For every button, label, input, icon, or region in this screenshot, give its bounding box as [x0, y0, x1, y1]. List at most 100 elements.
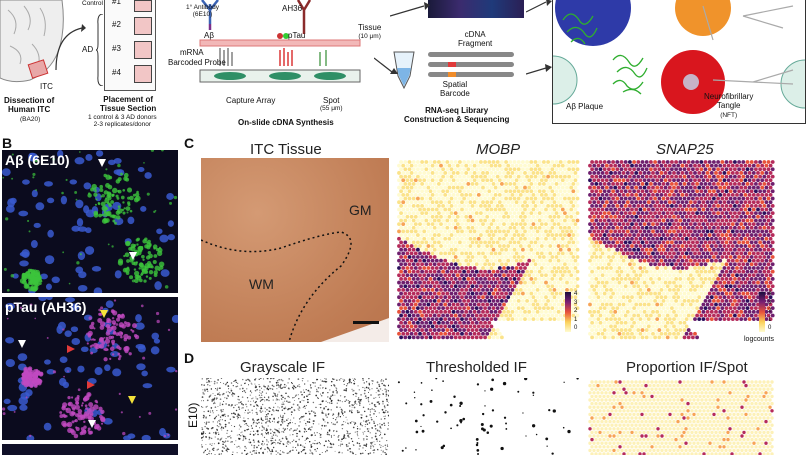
spot [611, 160, 615, 164]
spot [760, 178, 765, 183]
spot [762, 269, 767, 274]
spot [418, 222, 422, 227]
spot [636, 182, 641, 186]
spot [428, 167, 433, 172]
spot [523, 192, 527, 197]
if-pixel [364, 431, 366, 433]
spot [489, 178, 494, 183]
spot [649, 313, 653, 318]
spot [739, 222, 744, 227]
spot [413, 214, 418, 219]
spot [424, 291, 429, 296]
spot [613, 309, 618, 314]
spot [655, 273, 660, 278]
spot [712, 225, 716, 230]
plaque-signal [116, 215, 121, 220]
spot [533, 291, 538, 296]
nucleus [59, 356, 68, 363]
spot [604, 280, 609, 285]
spot [546, 247, 550, 252]
spot [735, 273, 739, 278]
signal-speck [63, 375, 65, 378]
spot [416, 211, 420, 216]
spot [560, 214, 565, 219]
spot [670, 335, 674, 340]
spot [510, 192, 515, 197]
spot [676, 229, 681, 234]
spot [409, 258, 414, 263]
spot [735, 244, 739, 248]
spot [544, 266, 548, 270]
spot [680, 192, 685, 197]
spot [762, 255, 767, 259]
spot [672, 251, 676, 256]
spot [409, 229, 414, 234]
spot [749, 291, 754, 296]
spot [770, 313, 775, 318]
spot [510, 200, 515, 205]
spot [688, 266, 693, 270]
spot [730, 309, 735, 314]
spot [418, 251, 422, 256]
spot [709, 244, 714, 248]
spot [554, 233, 559, 237]
spot [712, 291, 716, 296]
spot [607, 189, 611, 194]
spot [619, 160, 624, 164]
spot [649, 328, 653, 332]
plaque-signal [89, 324, 95, 330]
spot [428, 211, 433, 216]
spot [439, 185, 443, 190]
spot [397, 280, 401, 285]
spot [455, 251, 460, 256]
spot [479, 203, 483, 208]
spot [728, 255, 733, 259]
spot [544, 236, 548, 241]
spot [437, 335, 441, 340]
spot [451, 236, 456, 241]
spot [413, 295, 418, 300]
spot [476, 222, 481, 227]
spot [411, 328, 416, 332]
spot [430, 251, 435, 256]
spot [441, 196, 445, 201]
spot [548, 244, 553, 248]
spot [413, 317, 418, 322]
plaque-signal [96, 426, 102, 431]
spot [632, 269, 636, 274]
spot [409, 214, 414, 219]
spot [401, 331, 406, 336]
spot [571, 306, 576, 311]
spot [485, 214, 490, 219]
spot [554, 284, 559, 289]
spot [699, 306, 704, 311]
spot [735, 171, 739, 175]
spot [529, 298, 534, 303]
spot [655, 280, 660, 285]
spot [497, 317, 502, 322]
spot [600, 324, 605, 329]
spot [649, 196, 653, 201]
spot [695, 284, 699, 289]
spot [529, 218, 534, 223]
spot [642, 280, 647, 285]
spot [638, 185, 643, 190]
spot [646, 185, 651, 190]
spot [682, 233, 687, 237]
spot [489, 229, 494, 234]
spot [397, 185, 401, 190]
spot [413, 331, 418, 336]
spot [542, 277, 546, 281]
spot [728, 218, 733, 223]
spot [491, 182, 496, 186]
spot [720, 218, 725, 223]
ptau-label: pTau [288, 31, 306, 40]
spot [493, 266, 498, 270]
spot [472, 295, 477, 300]
spot [500, 174, 504, 179]
spot [510, 163, 515, 168]
spot [453, 211, 458, 216]
spot [657, 291, 662, 296]
spot [636, 247, 641, 252]
signal-speck [11, 153, 14, 156]
